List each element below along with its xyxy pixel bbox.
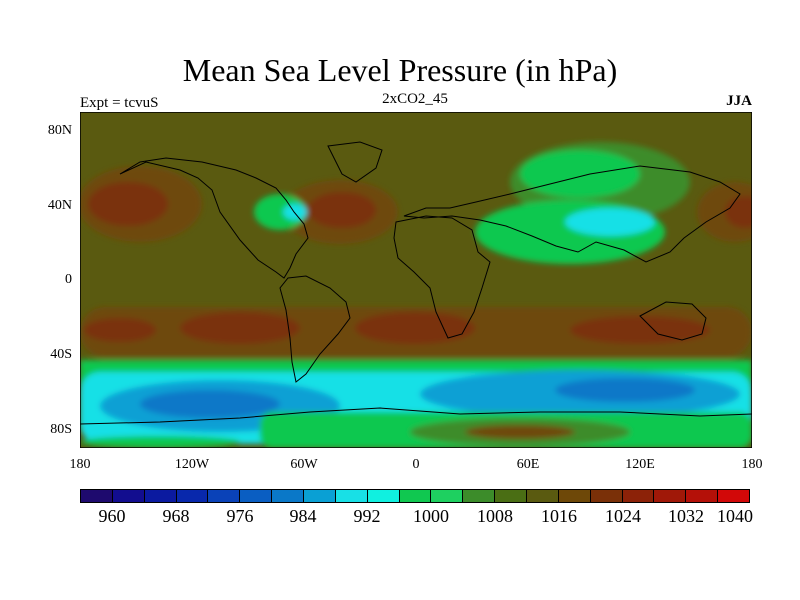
colorbar-swatch — [686, 490, 719, 502]
colorbar-swatch — [495, 490, 528, 502]
indian-ocean-high — [570, 316, 710, 344]
ross-shelf-green — [80, 436, 240, 448]
greenland-coast — [327, 141, 383, 183]
eurasia-coast — [403, 165, 741, 263]
colorbar-swatch — [431, 490, 464, 502]
colorbar-tick-label: 1016 — [541, 506, 577, 526]
lat-tick-label: 40S — [50, 347, 72, 362]
lon-tick-label: 120W — [174, 457, 210, 472]
colorbar-tick-label: 960 — [98, 506, 126, 526]
north-america-low-core — [283, 204, 307, 220]
colorbar-swatch — [463, 490, 496, 502]
colorbar-swatch — [240, 490, 273, 502]
coastlines — [80, 141, 752, 425]
north-america-low — [254, 194, 306, 230]
south-pacific-high — [180, 312, 300, 344]
colorbar-tick-label: 1008 — [477, 506, 513, 526]
experiment-label: Expt = tcvuS — [80, 95, 159, 111]
colorbar-tick-label: 984 — [289, 506, 317, 526]
colorbar-swatch — [622, 490, 655, 502]
chart-title: Mean Sea Level Pressure (in hPa) — [182, 52, 618, 88]
south-america-coast — [279, 275, 351, 383]
colorbar-tick-label: 1024 — [605, 506, 641, 526]
lon-tick-label: 60W — [290, 457, 318, 472]
colorbar-swatch — [112, 490, 145, 502]
azores-high-core — [308, 192, 376, 228]
arctic-low — [520, 150, 640, 198]
colorbar-tick-label: 1000 — [413, 506, 449, 526]
lon-tick-label: 120E — [625, 457, 655, 472]
colorbar-swatch — [558, 490, 591, 502]
colorbar-swatch — [718, 490, 750, 502]
colorbar-swatch — [335, 490, 368, 502]
colorbar-swatch — [367, 490, 400, 502]
circumpolar-trough-1-core — [140, 390, 280, 418]
colorbar-swatch — [272, 490, 305, 502]
colorbar-tick-label: 968 — [162, 506, 190, 526]
lat-tick-label: 40N — [47, 198, 72, 213]
north-pacific-high-core — [88, 182, 168, 226]
colorbar-tick-label: 992 — [353, 506, 381, 526]
north-america-coast — [119, 157, 309, 279]
lon-tick-label: 180 — [69, 457, 91, 472]
pressure-fields — [80, 142, 752, 448]
lat-tick-label: 80N — [47, 123, 72, 138]
circumpolar-trough-2-core — [555, 378, 695, 402]
monsoon-low-core — [565, 208, 655, 236]
colorbar-swatch — [304, 490, 336, 502]
colorbar-swatch — [527, 490, 559, 502]
antarctica-coast — [80, 407, 752, 425]
west-pacific-high-core — [725, 196, 752, 228]
colorbar-swatch — [208, 490, 241, 502]
colorbar-swatch — [590, 490, 623, 502]
colorbar-swatch — [399, 490, 432, 502]
colorbar-tick-label: 1032 — [668, 506, 704, 526]
colorbar-tick-label: 976 — [226, 506, 254, 526]
africa-coast — [393, 215, 491, 339]
south-pacific-high-west — [84, 318, 156, 342]
colorbar-swatch — [81, 490, 113, 502]
case-label: 2xCO2_45 — [382, 91, 448, 107]
map-plot — [80, 112, 752, 448]
season-label: JJA — [726, 93, 752, 109]
colorbar — [80, 489, 750, 503]
south-atlantic-high — [355, 312, 475, 344]
antarctic-high-core — [465, 425, 575, 439]
colorbar-swatch — [144, 490, 177, 502]
colorbar-tick-label: 1040 — [717, 506, 753, 526]
lat-tick-label: 0 — [65, 272, 72, 287]
australia-coast — [639, 301, 707, 341]
lat-tick-label: 80S — [50, 422, 72, 437]
pressure-map — [80, 112, 752, 448]
lon-tick-label: 180 — [741, 457, 763, 472]
lon-tick-label: 60E — [516, 457, 540, 472]
colorbar-swatch — [654, 490, 687, 502]
lon-tick-label: 0 — [412, 457, 420, 472]
colorbar-swatch — [176, 490, 209, 502]
